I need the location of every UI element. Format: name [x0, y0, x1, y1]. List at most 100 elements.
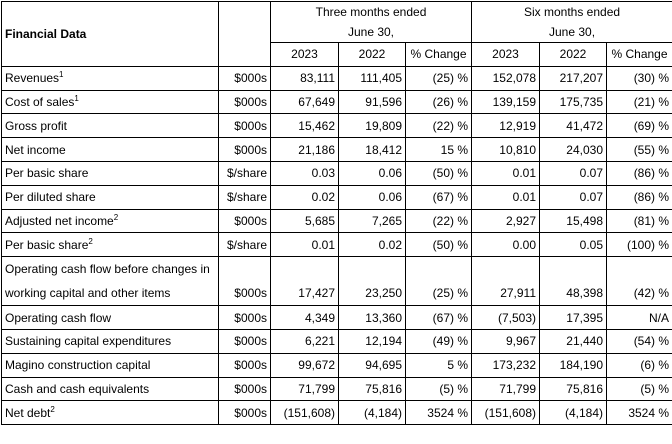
cell: 0.00: [471, 232, 540, 258]
cell: (67) %: [405, 305, 472, 330]
cell: (81) %: [605, 208, 672, 234]
cell: 27,911: [471, 256, 540, 307]
cell: (49) %: [405, 328, 472, 354]
cell: 139,159: [471, 89, 540, 115]
cell: 3524 %: [405, 400, 472, 426]
row-unit: $000s: [218, 256, 271, 307]
table-row: Net debt2 $000s (151,608) (4,184) 3524 %…: [1, 400, 672, 426]
table-row: Operating cash flow before changes in wo…: [1, 256, 672, 307]
footnote-ref: 2: [50, 404, 55, 414]
row-label: Per basic share2: [1, 232, 219, 258]
row-unit: $000s: [218, 65, 271, 91]
col-header-2022-six: 2022: [539, 42, 607, 67]
row-label: Cash and cash equivalents: [1, 376, 219, 402]
col-header-change-six: % Change: [605, 42, 672, 67]
cell: (55) %: [605, 137, 672, 162]
cell: 152,078: [471, 65, 540, 91]
cell: (69) %: [605, 113, 672, 139]
cell: (42) %: [605, 256, 672, 307]
cell: 23,250: [338, 256, 406, 307]
cell: 175,735: [539, 89, 607, 115]
cell: 24,030: [539, 137, 607, 162]
cell: 91,596: [338, 89, 406, 115]
cell: 9,967: [471, 328, 540, 354]
cell: N/A: [605, 305, 672, 330]
cell: 5 %: [405, 352, 472, 378]
row-unit: $000s: [218, 208, 271, 234]
cell: 0.07: [539, 184, 607, 210]
col-header-change-three: % Change: [405, 42, 472, 67]
cell: 21,186: [270, 137, 339, 162]
cell: (22) %: [405, 208, 472, 234]
row-label: Gross profit: [1, 113, 219, 139]
row-label: Net debt2: [1, 400, 219, 426]
cell: 0.06: [338, 184, 406, 210]
cell: (100) %: [605, 232, 672, 258]
cell: 15,462: [270, 113, 339, 139]
cell: 0.01: [270, 232, 339, 258]
col-header-2023-three: 2023: [270, 42, 339, 67]
cell: 19,809: [338, 113, 406, 139]
table-row: Adjusted net income2 $000s 5,685 7,265 (…: [1, 208, 672, 234]
table-row: Per diluted share $/share 0.02 0.06 (67)…: [1, 184, 672, 210]
cell: 0.03: [270, 160, 339, 186]
unit-header-blank: [218, 1, 271, 67]
six-months-label: Six months ended: [523, 5, 621, 19]
table-row: Per basic share $/share 0.03 0.06 (50) %…: [1, 160, 672, 186]
cell: 15,498: [539, 208, 607, 234]
row-label: Cost of sales1: [1, 89, 219, 115]
cell: (4,184): [539, 400, 607, 426]
cell: 17,427: [270, 256, 339, 307]
row-label-line1: Operating cash flow before changes in: [5, 262, 210, 277]
cell: 10,810: [471, 137, 540, 162]
row-label: Operating cash flow before changes in wo…: [1, 256, 219, 307]
cell: 3524 %: [605, 400, 672, 426]
three-months-label: Three months ended: [315, 5, 427, 19]
cell: (5) %: [605, 376, 672, 402]
cell: (151,608): [270, 400, 339, 426]
three-months-header: Three months ended June 30,: [270, 1, 472, 43]
cell: (4,184): [338, 400, 406, 426]
cell: 5,685: [270, 208, 339, 234]
cell: 13,360: [338, 305, 406, 330]
table-row: Sustaining capital expenditures $000s 6,…: [1, 328, 672, 354]
row-label: Magino construction capital: [1, 352, 219, 378]
cell: 0.01: [471, 160, 540, 186]
row-unit: $000s: [218, 113, 271, 139]
cell: 83,111: [270, 65, 339, 91]
financial-data-table: Financial Data Three months ended June 3…: [1, 1, 672, 426]
cell: (30) %: [605, 65, 672, 91]
row-label: Adjusted net income2: [1, 208, 219, 234]
cell: 6,221: [270, 328, 339, 354]
row-unit: $000s: [218, 137, 271, 162]
cell: (54) %: [605, 328, 672, 354]
row-unit: $/share: [218, 160, 271, 186]
cell: (67) %: [405, 184, 472, 210]
cell: 71,799: [471, 376, 540, 402]
cell: 75,816: [338, 376, 406, 402]
cell: 41,472: [539, 113, 607, 139]
cell: 94,695: [338, 352, 406, 378]
cell: (6) %: [605, 352, 672, 378]
cell: 184,190: [539, 352, 607, 378]
row-label-line2: working capital and other items: [5, 286, 171, 301]
table-row: Per basic share2 $/share 0.01 0.02 (50) …: [1, 232, 672, 258]
cell: 0.02: [338, 232, 406, 258]
row-unit: $000s: [218, 89, 271, 115]
row-unit: $000s: [218, 376, 271, 402]
table-row: Revenues1 $000s 83,111 111,405 (25) % 15…: [1, 65, 672, 91]
cell: (50) %: [405, 160, 472, 186]
cell: (86) %: [605, 160, 672, 186]
row-label: Per diluted share: [1, 184, 219, 210]
footnote-ref: 2: [88, 236, 93, 246]
cell: 12,919: [471, 113, 540, 139]
row-unit: $000s: [218, 400, 271, 426]
footnote-ref: 1: [74, 93, 79, 103]
cell: 18,412: [338, 137, 406, 162]
cell: (21) %: [605, 89, 672, 115]
row-unit: $000s: [218, 352, 271, 378]
cell: (22) %: [405, 113, 472, 139]
row-label: Net income: [1, 137, 219, 162]
cell: 15 %: [405, 137, 472, 162]
footnote-ref: 2: [113, 212, 119, 222]
